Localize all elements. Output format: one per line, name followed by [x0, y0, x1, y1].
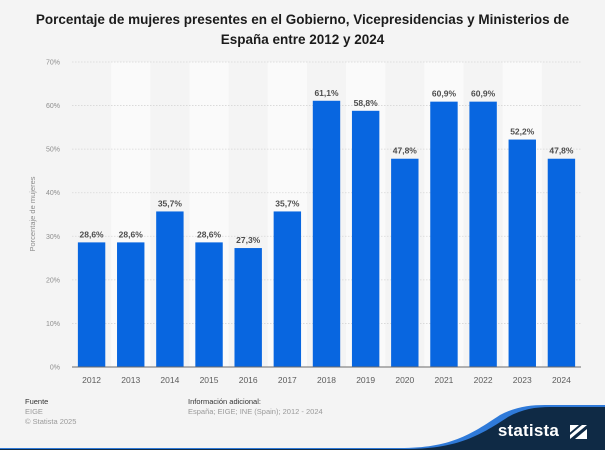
bar[interactable]: [312, 100, 341, 368]
bar[interactable]: [351, 110, 380, 368]
value-label: 35,7%: [158, 198, 183, 208]
x-tick-label: 2015: [200, 375, 219, 385]
value-label: 28,6%: [197, 229, 222, 239]
source-value[interactable]: EIGE: [25, 407, 43, 416]
value-label: 60,9%: [471, 89, 496, 99]
additional-info-value: España; EIGE; INE (Spain); 2012 - 2024: [188, 407, 323, 416]
y-tick-label: 20%: [46, 277, 60, 284]
value-label: 61,1%: [314, 88, 339, 98]
x-tick-label: 2012: [82, 375, 101, 385]
bar[interactable]: [508, 139, 536, 367]
value-label: 28,6%: [80, 229, 105, 239]
x-tick-label: 2023: [513, 375, 532, 385]
y-tick-label: 50%: [46, 147, 60, 154]
x-tick-label: 2022: [474, 375, 493, 385]
copyright: © Statista 2025: [25, 417, 77, 426]
value-label: 58,8%: [354, 98, 379, 108]
value-label: 60,9%: [432, 89, 457, 99]
bar[interactable]: [234, 248, 262, 367]
chart-title: Porcentaje de mujeres presentes en el Go…: [0, 10, 605, 50]
bar[interactable]: [117, 242, 145, 367]
y-tick-label: 10%: [46, 321, 60, 328]
y-axis-title: Porcentaje de mujeres: [28, 176, 37, 251]
x-axis-ticks: 2012 2013 2014 2015 2016 2017 2018 2019 2020 2021…: [82, 375, 571, 385]
x-tick-label: 2014: [160, 375, 179, 385]
bar[interactable]: [156, 211, 184, 367]
value-label: 52,2%: [510, 127, 535, 137]
value-label: 47,8%: [549, 146, 574, 156]
value-label: 47,8%: [393, 146, 418, 156]
value-labels: 28,6% 28,6% 35,7% 28,6% 27,3% 35,7% 61,1% 58,8%…: [80, 88, 574, 245]
x-tick-label: 2016: [239, 375, 258, 385]
value-label: 35,7%: [275, 198, 300, 208]
x-tick-label: 2024: [552, 375, 571, 385]
y-tick-label: 60%: [46, 103, 60, 110]
value-label: 28,6%: [119, 229, 144, 239]
x-tick-label: 2018: [317, 375, 336, 385]
y-tick-label: 40%: [46, 190, 60, 197]
brand-banner: [0, 405, 605, 450]
value-label: 27,3%: [236, 235, 261, 245]
bar[interactable]: [469, 101, 497, 368]
chart-title-line-2: España entre 2012 y 2024: [220, 32, 385, 47]
x-tick-label: 2017: [278, 375, 297, 385]
bar[interactable]: [547, 158, 576, 367]
bar[interactable]: [195, 242, 223, 367]
bar[interactable]: [273, 211, 302, 367]
y-axis-ticks: 0% 10% 20% 30% 40% 50% 60% 70%: [46, 60, 60, 372]
y-tick-label: 0%: [50, 365, 60, 372]
bar-chart: 0%10%20%30%40%50%60%70% 28,6% 28,6%35,7%2…: [28, 60, 581, 385]
statista-logo-icon: [570, 425, 587, 439]
bar[interactable]: [391, 158, 419, 367]
x-tick-label: 2020: [395, 375, 414, 385]
y-tick-label: 70%: [46, 60, 60, 67]
additional-info-heading[interactable]: Información adicional:: [188, 397, 261, 406]
x-tick-label: 2013: [121, 375, 140, 385]
bar[interactable]: [430, 101, 458, 368]
statista-logo-text[interactable]: statista: [497, 421, 559, 440]
x-tick-label: 2019: [356, 375, 375, 385]
bar[interactable]: [77, 242, 106, 367]
source-heading: Fuente: [25, 397, 49, 406]
y-tick-label: 30%: [46, 234, 60, 241]
x-tick-label: 2021: [435, 375, 454, 385]
bars: [77, 100, 576, 368]
chart-title-line-1: Porcentaje de mujeres presentes en el Go…: [35, 12, 570, 27]
source-block: Fuente EIGE © Statista 2025: [25, 397, 76, 427]
additional-info-block: Información adicional: España; EIGE; INE…: [188, 397, 323, 417]
